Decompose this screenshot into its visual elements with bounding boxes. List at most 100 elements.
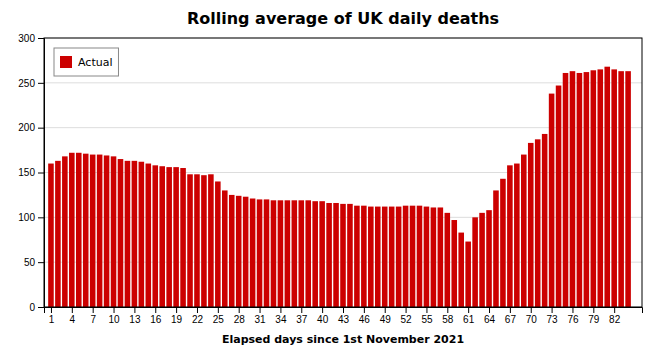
bar xyxy=(465,242,471,307)
x-tick-mark xyxy=(176,307,177,313)
x-tick: 82 xyxy=(609,307,621,325)
bar xyxy=(257,199,263,307)
bar xyxy=(625,71,631,307)
x-tick-mark xyxy=(114,307,115,313)
x-tick-label: 19 xyxy=(171,314,183,325)
bar xyxy=(382,207,388,307)
x-tick-mark xyxy=(343,307,344,313)
x-tick-mark xyxy=(197,307,198,313)
x-tick: 58 xyxy=(442,307,454,325)
x-tick-label: 25 xyxy=(213,314,225,325)
grid xyxy=(44,38,642,307)
y-tick-mark xyxy=(38,307,44,308)
y-tick-label: 0 xyxy=(29,302,35,313)
x-tick-label: 37 xyxy=(296,314,308,325)
x-tick: 13 xyxy=(129,307,141,325)
bar xyxy=(597,69,603,307)
x-tick-label: 46 xyxy=(359,314,371,325)
x-tick: 55 xyxy=(421,307,433,325)
y-tick-label: 250 xyxy=(18,78,35,89)
bar xyxy=(222,190,228,307)
y-tick-mark xyxy=(38,83,44,84)
x-tick-label: 34 xyxy=(275,314,287,325)
x-tick: 46 xyxy=(359,307,371,325)
plot-frame xyxy=(44,38,642,307)
x-tick: 67 xyxy=(505,307,517,325)
y-tick-mark xyxy=(38,128,44,129)
x-tick-mark xyxy=(218,307,219,313)
bar xyxy=(333,203,339,307)
x-tick: 16 xyxy=(150,307,162,325)
bar xyxy=(375,207,381,307)
x-tick: 64 xyxy=(484,307,496,325)
bar xyxy=(159,166,165,307)
bar xyxy=(152,165,158,307)
x-tick-label: 7 xyxy=(90,314,96,325)
x-tick-mark xyxy=(239,307,240,313)
y-axis-line xyxy=(38,39,45,308)
bar xyxy=(528,143,534,307)
x-tick: 76 xyxy=(567,307,579,325)
x-tick-mark xyxy=(593,307,594,313)
y-tick: 200 xyxy=(18,122,44,133)
x-tick-mark xyxy=(280,307,281,313)
bar xyxy=(563,73,569,307)
bar xyxy=(201,175,207,307)
bar xyxy=(312,201,318,307)
y-tick-mark xyxy=(38,262,44,263)
bar xyxy=(264,199,270,307)
bar xyxy=(535,139,541,307)
bar xyxy=(146,164,152,307)
x-tick-mark xyxy=(155,307,156,313)
bar xyxy=(424,207,430,307)
legend-box xyxy=(54,48,118,76)
x-tick: 19 xyxy=(171,307,183,325)
bar xyxy=(354,206,360,307)
bar xyxy=(90,155,96,307)
x-tick-mark xyxy=(552,307,553,313)
x-tick-label: 79 xyxy=(588,314,600,325)
bar xyxy=(326,203,332,307)
bar xyxy=(173,167,179,307)
bar xyxy=(180,168,186,307)
bar xyxy=(97,155,103,307)
bar xyxy=(215,181,221,307)
bar xyxy=(549,94,555,307)
legend: Actual xyxy=(54,48,118,76)
y-tick-mark xyxy=(38,173,44,174)
bar xyxy=(618,71,624,307)
x-tick: 25 xyxy=(213,307,225,325)
bar xyxy=(208,174,214,307)
bar xyxy=(584,72,590,307)
bar xyxy=(570,71,576,307)
x-tick-mark xyxy=(385,307,386,313)
x-tick-label: 64 xyxy=(484,314,496,325)
bar xyxy=(479,213,485,307)
x-tick-mark xyxy=(260,307,261,313)
bar xyxy=(542,134,548,307)
x-tick: 40 xyxy=(317,307,329,325)
bar xyxy=(139,162,145,307)
bar xyxy=(62,156,68,307)
bar-series xyxy=(48,67,631,307)
y-tick-mark xyxy=(38,217,44,218)
x-tick-mark xyxy=(406,307,407,313)
bar xyxy=(556,86,562,307)
bar xyxy=(166,167,172,307)
bar xyxy=(521,155,527,307)
x-tick: 4 xyxy=(70,307,76,325)
x-tick-mark xyxy=(489,307,490,313)
x-tick: 52 xyxy=(401,307,413,325)
x-tick-label: 73 xyxy=(547,314,559,325)
bar xyxy=(368,207,374,307)
x-tick-label: 70 xyxy=(526,314,538,325)
bar xyxy=(417,206,423,307)
x-tick: 22 xyxy=(192,307,204,325)
x-tick: 28 xyxy=(234,307,246,325)
y-tick-label: 100 xyxy=(18,212,35,223)
bar xyxy=(236,196,242,307)
x-tick-label: 1 xyxy=(49,314,55,325)
x-tick-label: 55 xyxy=(421,314,433,325)
y-tick-label: 300 xyxy=(18,33,35,44)
x-tick-mark xyxy=(447,307,448,313)
